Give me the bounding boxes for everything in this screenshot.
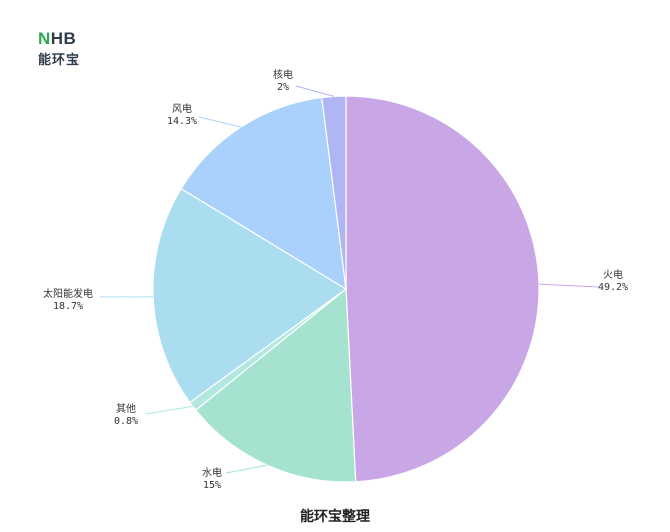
slice-label-value-6: 2% (277, 82, 289, 93)
slice-label-value-4: 18.7% (53, 301, 83, 312)
leader-line-3 (144, 405, 193, 415)
slice-label-name-2: 水电 (202, 466, 222, 479)
slice-label-value-5: 14.3% (167, 116, 197, 127)
slice-label-name-1: 火电 (603, 268, 623, 281)
slice-label-value-1: 49.2% (598, 282, 628, 293)
brand-logo: NHB 能环宝 (38, 30, 81, 69)
logo-subtitle: 能环宝 (38, 53, 81, 68)
pie-slice-2 (194, 287, 357, 483)
slice-label-name-6: 核电 (273, 68, 293, 81)
pie-slice-5 (180, 96, 347, 291)
slice-label-name-3: 其他 (116, 402, 136, 415)
leader-line-2 (225, 464, 268, 474)
slice-label-value-3: 0.8% (114, 416, 138, 427)
leader-line-6 (295, 85, 335, 97)
leader-line-1 (538, 283, 599, 288)
logo-mark: NHB (38, 30, 80, 48)
slice-label-name-5: 风电 (172, 102, 192, 115)
slice-label-value-2: 15% (203, 480, 221, 491)
slice-label-name-4: 太阳能发电 (43, 287, 93, 300)
logo-mark-rest: HB (50, 29, 77, 48)
pie-slice-1 (345, 95, 540, 483)
logo-mark-accent: N (38, 29, 51, 48)
leader-line-5 (198, 116, 242, 128)
chart-caption: 能环宝整理 (300, 509, 370, 525)
pie-slice-6 (321, 95, 347, 290)
